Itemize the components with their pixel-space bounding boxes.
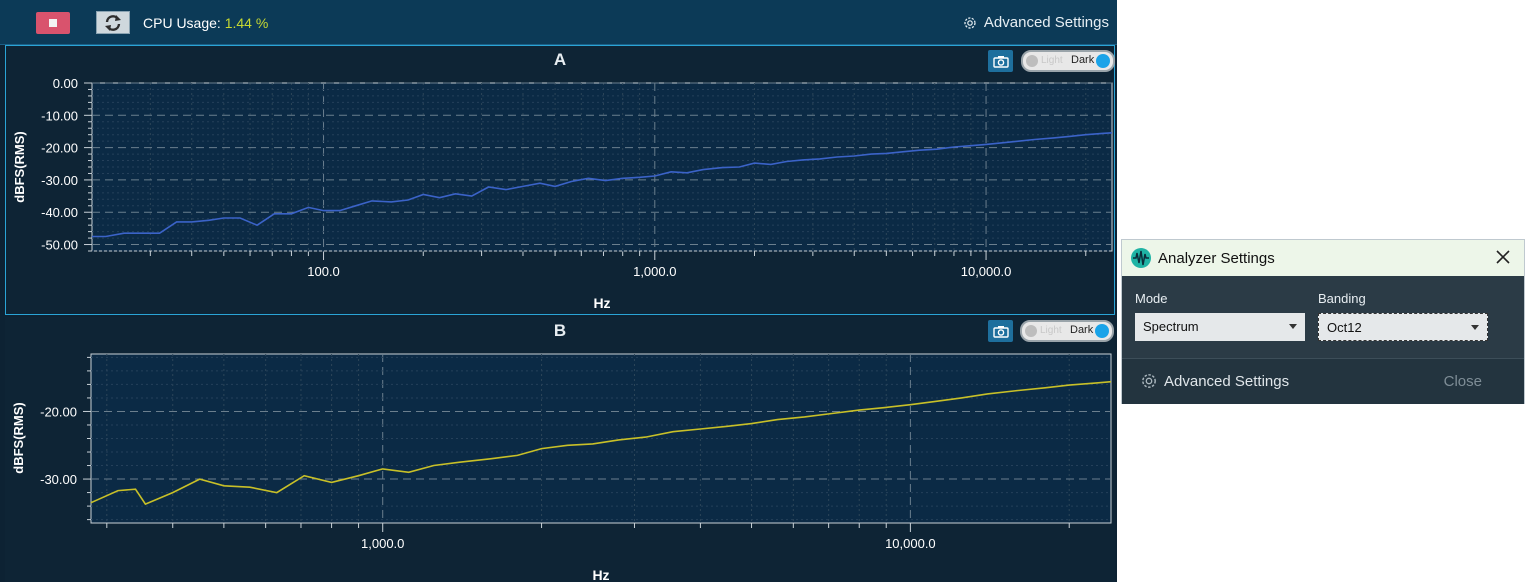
x-axis-label: Hz: [592, 567, 609, 582]
toggle-knob-on: [1096, 54, 1110, 68]
dialog-advanced-settings-label: Advanced Settings: [1164, 372, 1290, 390]
y-axis-label: dBFS(RMS): [11, 402, 26, 474]
panel-title-a: A: [553, 50, 567, 69]
advanced-settings-label: Advanced Settings: [983, 14, 1109, 31]
camera-icon: [992, 325, 1009, 338]
y-tick-label: -20.00: [41, 141, 78, 156]
y-tick-label: -40.00: [41, 205, 78, 220]
stop-icon: [49, 19, 57, 27]
theme-toggle-b[interactable]: Light Dark: [1020, 320, 1114, 342]
toggle-knob-on: [1095, 324, 1109, 338]
refresh-button[interactable]: [96, 11, 130, 34]
refresh-icon: [105, 14, 121, 31]
mode-value: Spectrum: [1143, 319, 1199, 334]
dialog-title: Analyzer Settings: [1158, 250, 1275, 267]
dialog-footer: Advanced Settings Close: [1122, 358, 1524, 404]
chevron-down-icon: [1471, 325, 1479, 330]
y-axis-label: dBFS(RMS): [12, 131, 27, 203]
panel-title-b: B: [553, 321, 567, 340]
cpu-usage-unit: %: [255, 15, 269, 31]
banding-value: Oct12: [1327, 320, 1362, 335]
waveform-icon: [1131, 248, 1151, 268]
chevron-down-icon: [1289, 324, 1297, 329]
mode-select[interactable]: Spectrum: [1135, 313, 1305, 341]
toggle-knob-off: [1025, 325, 1037, 337]
x-axis-label: Hz: [593, 295, 610, 311]
gear-icon: [1142, 374, 1156, 388]
series-line: [90, 380, 1112, 506]
close-icon[interactable]: [1494, 248, 1512, 266]
camera-icon: [992, 55, 1009, 68]
screenshot-button-b[interactable]: [988, 320, 1013, 342]
dialog-advanced-settings-button[interactable]: Advanced Settings: [1140, 372, 1289, 390]
x-tick-label: 100.0: [307, 264, 340, 279]
x-tick-label: 10,000.0: [961, 264, 1012, 279]
chart-a: 0.00 -10.00 -20.00 -30.00 -40.00 -50.00 100.0 1…: [12, 76, 1113, 311]
x-tick-label: 10,000.0: [885, 536, 936, 551]
y-tick-label: -50.00: [41, 238, 78, 253]
x-tick-label: 1,000.0: [361, 536, 404, 551]
mode-label: Mode: [1135, 291, 1168, 306]
toggle-dark-label: Dark: [1070, 324, 1094, 336]
gear-icon: [964, 16, 976, 29]
y-tick-label: -10.00: [41, 108, 78, 123]
cpu-usage: CPU Usage: 1.44 %: [143, 15, 268, 31]
close-button[interactable]: Close: [1443, 373, 1482, 390]
toolbar: CPU Usage: 1.44 % Advanced Settings: [0, 0, 1117, 45]
dialog-body: Mode Spectrum Banding Oct12: [1122, 276, 1524, 358]
y-tick-label: -20.00: [40, 404, 77, 419]
chart-b: -20.00 -30.00 1,000.0 10,000.0 Hz dBFS(RMS): [11, 353, 1112, 582]
analyzer-settings-dialog: Analyzer Settings Mode Spectrum Banding …: [1121, 239, 1525, 404]
dialog-header: Analyzer Settings: [1122, 240, 1524, 276]
y-tick-label: 0.00: [53, 76, 78, 91]
advanced-settings-button[interactable]: Advanced Settings: [962, 14, 1109, 31]
toggle-light-label: Light: [1040, 325, 1062, 336]
chart-panel-b: B Light Dark -20.00 -30.00 1,000.0 10,000.0…: [5, 317, 1115, 582]
y-tick-label: -30.00: [40, 472, 77, 487]
series-line: [92, 132, 1113, 238]
banding-select[interactable]: Oct12: [1318, 313, 1488, 341]
toggle-knob-off: [1026, 55, 1038, 67]
screenshot-button-a[interactable]: [988, 50, 1013, 72]
theme-toggle-a[interactable]: Light Dark: [1021, 50, 1115, 72]
banding-label: Banding: [1318, 291, 1366, 306]
cpu-usage-label: CPU Usage:: [143, 15, 221, 31]
analyzer-window: CPU Usage: 1.44 % Advanced Settings A Li…: [0, 0, 1117, 582]
toggle-light-label: Light: [1041, 55, 1063, 66]
y-tick-label: -30.00: [41, 173, 78, 188]
chart-panel-a: A Light Dark 0.00 -10.00 -20.00 -30.00 -40.0…: [5, 45, 1115, 315]
x-tick-label: 1,000.0: [633, 264, 676, 279]
cpu-usage-value: 1.44: [224, 15, 252, 31]
toggle-dark-label: Dark: [1071, 54, 1095, 66]
stop-button[interactable]: [36, 12, 70, 34]
